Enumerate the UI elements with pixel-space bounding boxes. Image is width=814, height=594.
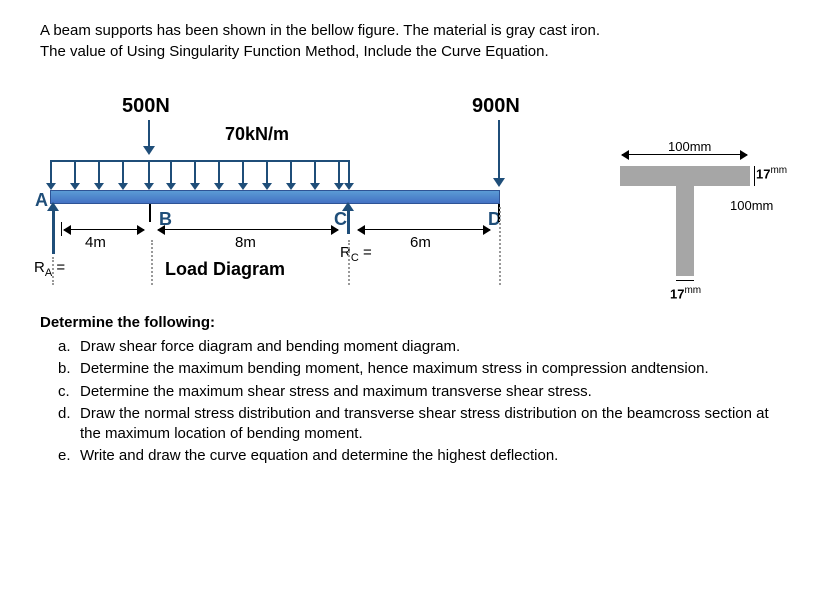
determine-b: b.Determine the maximum bending moment, … <box>58 359 774 379</box>
dim-cd-label: 6m <box>410 232 431 253</box>
dist-load-label: 70kN/m <box>225 122 289 147</box>
dash-c <box>348 240 350 285</box>
beam-figure: 500N 900N 70kN/m A B C D 4m 8m <box>40 82 780 292</box>
determine-a: a.Draw shear force diagram and bending m… <box>58 337 774 357</box>
determine-section: Determine the following: a.Draw shear fo… <box>40 312 774 467</box>
load-900n-arrow <box>498 120 500 182</box>
dim-bc-line <box>158 229 338 230</box>
dist-load-unit: kN/m <box>245 124 289 144</box>
reaction-rc-label: RC = <box>340 242 372 266</box>
dim-ab-line <box>64 229 144 230</box>
dash-d <box>499 207 501 285</box>
dash-a <box>52 257 54 285</box>
reaction-ra-label: RA = <box>34 257 65 281</box>
t-side-height: 100mm <box>730 197 773 215</box>
tick-b <box>149 204 151 222</box>
intro-line2b: Using Singularity Function Method, Inclu… <box>127 43 549 60</box>
intro-line1: A beam supports has been shown in the be… <box>40 20 774 41</box>
determine-e: e.Write and draw the curve equation and … <box>58 446 774 466</box>
determine-list: a.Draw shear force diagram and bending m… <box>40 337 774 467</box>
intro-line2a: The value of <box>40 43 123 60</box>
problem-intro: A beam supports has been shown in the be… <box>40 20 774 62</box>
dist-load-value: 70 <box>225 124 245 144</box>
reaction-ra-arrow <box>52 208 55 254</box>
t-flange-thickness: 17mm <box>756 164 787 184</box>
t-web-thickness: 17mm <box>670 284 701 304</box>
load-500n-label: 500N <box>122 92 170 120</box>
distributed-load <box>50 160 350 190</box>
dim-bc-label: 8m <box>235 232 256 253</box>
load-diagram-label: Load Diagram <box>165 257 285 282</box>
reaction-rc-arrow <box>347 208 350 234</box>
beam <box>50 190 500 204</box>
t-flange <box>620 166 750 186</box>
determine-d: d.Draw the normal stress distribution an… <box>58 404 774 445</box>
load-500n-arrow <box>148 120 150 150</box>
dash-b <box>151 240 153 285</box>
determine-c: c.Determine the maximum shear stress and… <box>58 382 774 402</box>
dim-cd-line <box>358 229 490 230</box>
load-900n-label: 900N <box>472 92 520 120</box>
dim-ab-label: 4m <box>85 232 106 253</box>
t-web <box>676 186 694 276</box>
t-cross-section: 100mm 17mm 100mm 17mm <box>610 142 770 282</box>
determine-heading: Determine the following: <box>40 312 774 333</box>
intro-line2: The value of Using Singularity Function … <box>40 41 774 62</box>
t-top-width: 100mm <box>668 138 711 156</box>
